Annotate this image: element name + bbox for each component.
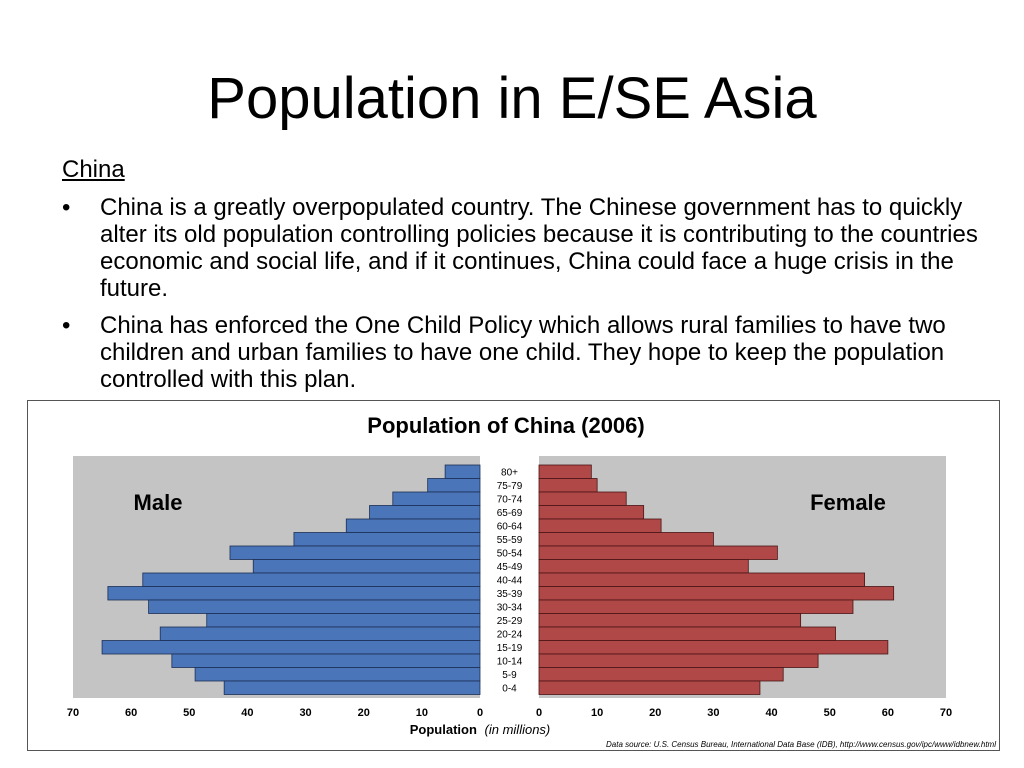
- x-tick-label: 0: [477, 707, 483, 719]
- bullet-list: • China is a greatly overpopulated count…: [62, 194, 982, 403]
- age-group-label: 0-4: [502, 684, 517, 695]
- population-pyramid-chart: Population of China (2006) 80+ 75-79 70-74…: [67, 413, 996, 749]
- female-bar: [538, 572, 866, 587]
- age-group-label: 20-24: [497, 630, 523, 641]
- legend-female: Female: [810, 490, 886, 515]
- age-group-label: 65-69: [497, 508, 523, 519]
- male-bar: [206, 613, 481, 628]
- x-tick-label: 40: [765, 707, 777, 719]
- chart-title: Population of China (2006): [367, 413, 644, 438]
- section-heading: China: [62, 156, 125, 183]
- x-axis-label: Population (in millions): [410, 722, 551, 737]
- age-group-label: 30-34: [497, 603, 523, 614]
- legend-male: Male: [134, 490, 183, 515]
- male-bar: [194, 667, 481, 682]
- male-bar: [159, 626, 481, 641]
- female-bar: [538, 667, 784, 682]
- female-bar: [538, 559, 749, 574]
- male-bar: [369, 505, 481, 520]
- age-group-label: 40-44: [497, 576, 523, 587]
- age-group-label: 50-54: [497, 549, 523, 560]
- male-bar: [392, 491, 481, 506]
- x-tick-label: 60: [882, 707, 894, 719]
- female-bar: [538, 586, 895, 601]
- x-tick-label: 10: [416, 707, 428, 719]
- bullet-item: • China has enforced the One Child Polic…: [62, 312, 982, 393]
- age-group-label: 55-59: [497, 535, 523, 546]
- male-bar: [223, 680, 481, 695]
- male-bar: [345, 518, 481, 533]
- x-tick-label: 30: [299, 707, 311, 719]
- x-tick-label: 70: [940, 707, 952, 719]
- male-bar: [293, 532, 481, 547]
- bullet-item: • China is a greatly overpopulated count…: [62, 194, 982, 302]
- male-bar: [101, 640, 481, 655]
- female-bar: [538, 545, 778, 560]
- age-group-label: 60-64: [497, 522, 523, 533]
- female-bar: [538, 626, 836, 641]
- x-tick-label: 50: [824, 707, 836, 719]
- male-bar: [171, 653, 481, 668]
- male-bar: [107, 586, 481, 601]
- male-bar: [444, 464, 481, 479]
- chart-frame: Population of China (2006) 80+ 75-79 70-74…: [27, 400, 1000, 751]
- age-group-label: 5-9: [502, 670, 517, 681]
- male-bar: [252, 559, 481, 574]
- male-bar: [427, 478, 481, 493]
- age-group-label: 70-74: [497, 495, 523, 506]
- female-bar: [538, 640, 889, 655]
- age-group-label: 15-19: [497, 643, 523, 654]
- slide-title: Population in E/SE Asia: [207, 66, 817, 131]
- female-bar: [538, 532, 714, 547]
- age-group-label: 45-49: [497, 562, 523, 573]
- male-bar: [148, 599, 481, 614]
- age-group-label: 25-29: [497, 616, 523, 627]
- x-tick-label: 60: [125, 707, 137, 719]
- x-tick-label: 10: [591, 707, 603, 719]
- x-tick-label: 30: [707, 707, 719, 719]
- male-bar: [229, 545, 481, 560]
- bullet-text: China is a greatly overpopulated country…: [100, 194, 978, 302]
- bullet-text: China has enforced the One Child Policy …: [100, 312, 946, 393]
- female-bar: [538, 464, 592, 479]
- female-bar: [538, 653, 819, 668]
- age-group-label: 10-14: [497, 657, 523, 668]
- female-bar: [538, 613, 802, 628]
- female-bar: [538, 599, 854, 614]
- x-tick-label: 70: [67, 707, 79, 719]
- female-bar: [538, 491, 627, 506]
- x-tick-label: 20: [358, 707, 370, 719]
- female-bar: [538, 680, 761, 695]
- data-source-note: Data source: U.S. Census Bureau, Interna…: [606, 740, 996, 749]
- x-tick-label: 0: [536, 707, 542, 719]
- x-axis-label-main: Population: [410, 722, 477, 737]
- age-group-label: 75-79: [497, 481, 523, 492]
- bullet-icon: •: [62, 312, 71, 339]
- x-tick-label: 40: [241, 707, 253, 719]
- bullet-icon: •: [62, 194, 71, 221]
- age-group-label: 35-39: [497, 589, 523, 600]
- x-tick-label: 20: [649, 707, 661, 719]
- female-bar: [538, 518, 662, 533]
- male-bar: [142, 572, 481, 587]
- x-tick-label: 50: [183, 707, 195, 719]
- female-bar: [538, 478, 598, 493]
- age-group-label: 80+: [501, 468, 518, 479]
- x-axis-label-units: (in millions): [485, 722, 551, 737]
- female-bar: [538, 505, 645, 520]
